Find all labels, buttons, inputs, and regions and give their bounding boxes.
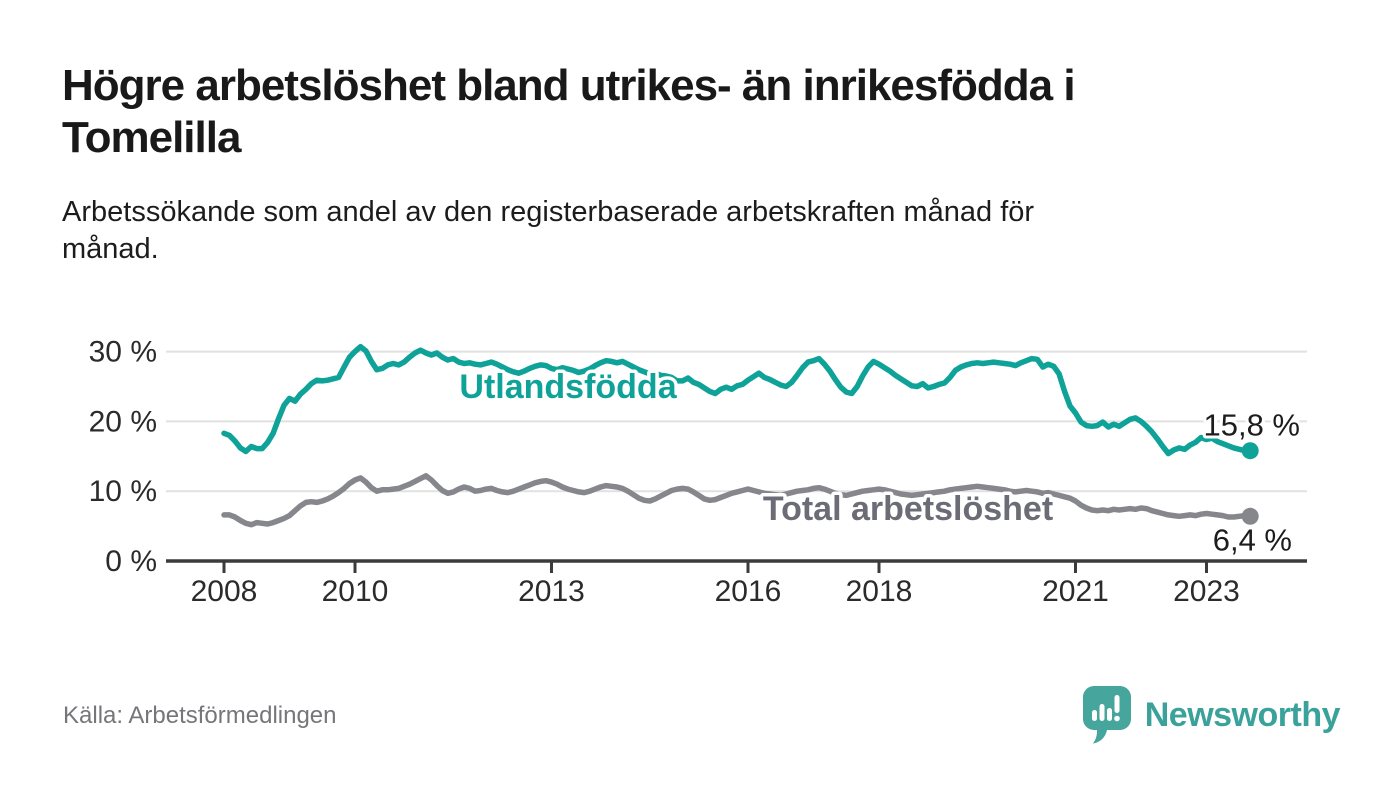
y-tick-label-20: 20 % <box>89 405 157 438</box>
series-label-0: Utlandsfödda <box>459 368 677 406</box>
x-tick-label-2018: 2018 <box>846 575 913 608</box>
series-end-dot-0 <box>1241 442 1259 460</box>
page-title-line2: Tomelilla <box>62 113 241 162</box>
x-tick-label-2010: 2010 <box>322 575 389 608</box>
series-end-dot-1 <box>1241 507 1259 525</box>
x-tick-label-2013: 2013 <box>518 575 585 608</box>
page-title: Högre arbetslöshet bland utrikes- än inr… <box>62 60 1332 164</box>
series-end-label-0: 15,8 % <box>1203 408 1300 443</box>
x-tick-label-2021: 2021 <box>1042 575 1109 608</box>
series-line-1 <box>221 473 1253 528</box>
bubble-bar-chart-glyph <box>1091 695 1120 722</box>
source-label: Källa: Arbetsförmedlingen <box>63 702 337 729</box>
y-tick-label-0: 0 % <box>105 545 157 578</box>
x-tick-label-2008: 2008 <box>191 575 258 608</box>
series-label-1: Total arbetslöshet <box>763 490 1053 528</box>
page-subtitle-line1: Arbetssökande som andel av den registerb… <box>62 196 1035 228</box>
page-subtitle-line2: månad. <box>62 233 159 265</box>
y-tick-label-10: 10 % <box>89 475 157 508</box>
brand-logo: Newsworthy <box>1081 684 1341 746</box>
brand-wordmark: Newsworthy <box>1144 695 1341 734</box>
x-tick-label-2016: 2016 <box>715 575 782 608</box>
series-end-label-1: 6,4 % <box>1213 522 1292 557</box>
y-tick-label-30: 30 % <box>89 336 157 369</box>
x-tick-label-2023: 2023 <box>1173 575 1240 608</box>
page-title-line1: Högre arbetslöshet bland utrikes- än inr… <box>62 61 1076 110</box>
newsworthy-bubble-icon <box>1082 686 1131 744</box>
series-line-0 <box>221 343 1253 457</box>
page-subtitle: Arbetssökande som andel av den registerb… <box>62 194 1332 268</box>
